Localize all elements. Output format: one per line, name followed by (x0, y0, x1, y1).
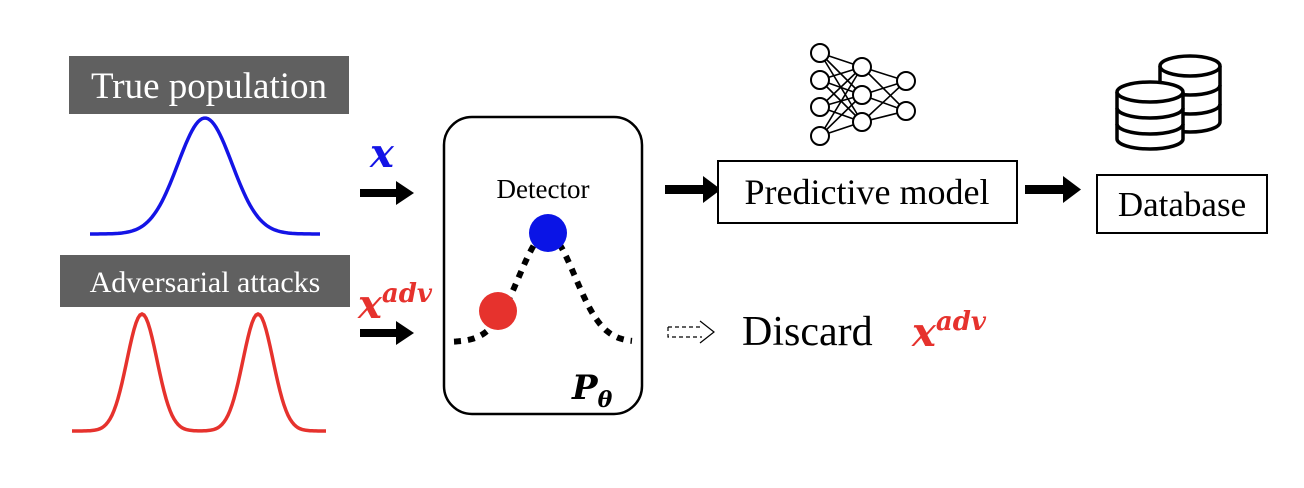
model-to-database-arrow (1025, 176, 1081, 203)
detector-to-model-arrow (665, 176, 721, 203)
nn-node (810, 126, 830, 146)
clean-sample-point (529, 214, 567, 252)
detector-box (442, 115, 644, 416)
discard-label: Discard (742, 309, 873, 355)
adversarial-attacks-label: Adversarial attacks (90, 266, 321, 299)
true-population-label: True population (91, 66, 327, 107)
true-population-curve (90, 116, 320, 236)
adversarial-curve (72, 312, 326, 433)
adversarial-attacks-label-box (60, 255, 350, 307)
nn-node (896, 101, 916, 121)
database-box (1096, 174, 1268, 234)
x-adv-input-arrow (360, 321, 414, 345)
x-adv-input-symbol: xadv (357, 279, 433, 328)
dashed-arrow-icon (667, 320, 715, 344)
nn-node (810, 97, 830, 117)
database-icon (1115, 54, 1222, 151)
nn-node (852, 85, 872, 105)
p-theta-label: Pθ (571, 368, 613, 413)
x-input-arrow (360, 181, 414, 205)
nn-connection (861, 80, 907, 123)
nn-connection (819, 66, 863, 137)
adversarial-sample-point (479, 292, 517, 330)
predictive-model-box (717, 160, 1018, 224)
detector-density-curve (453, 231, 633, 345)
nn-connection (861, 66, 907, 112)
nn-node (810, 43, 830, 63)
database-label: Database (1118, 185, 1246, 224)
predictive-model-label: Predictive model (745, 172, 990, 212)
nn-node (896, 71, 916, 91)
nn-node (852, 57, 872, 77)
nn-node (810, 70, 830, 90)
nn-node (852, 112, 872, 132)
true-population-label-box (69, 56, 349, 114)
detector-label: Detector (497, 174, 590, 204)
discard-x-adv-symbol: xadv (911, 307, 987, 356)
x-input-symbol: x (369, 130, 395, 177)
neural-network-icon (810, 43, 916, 146)
